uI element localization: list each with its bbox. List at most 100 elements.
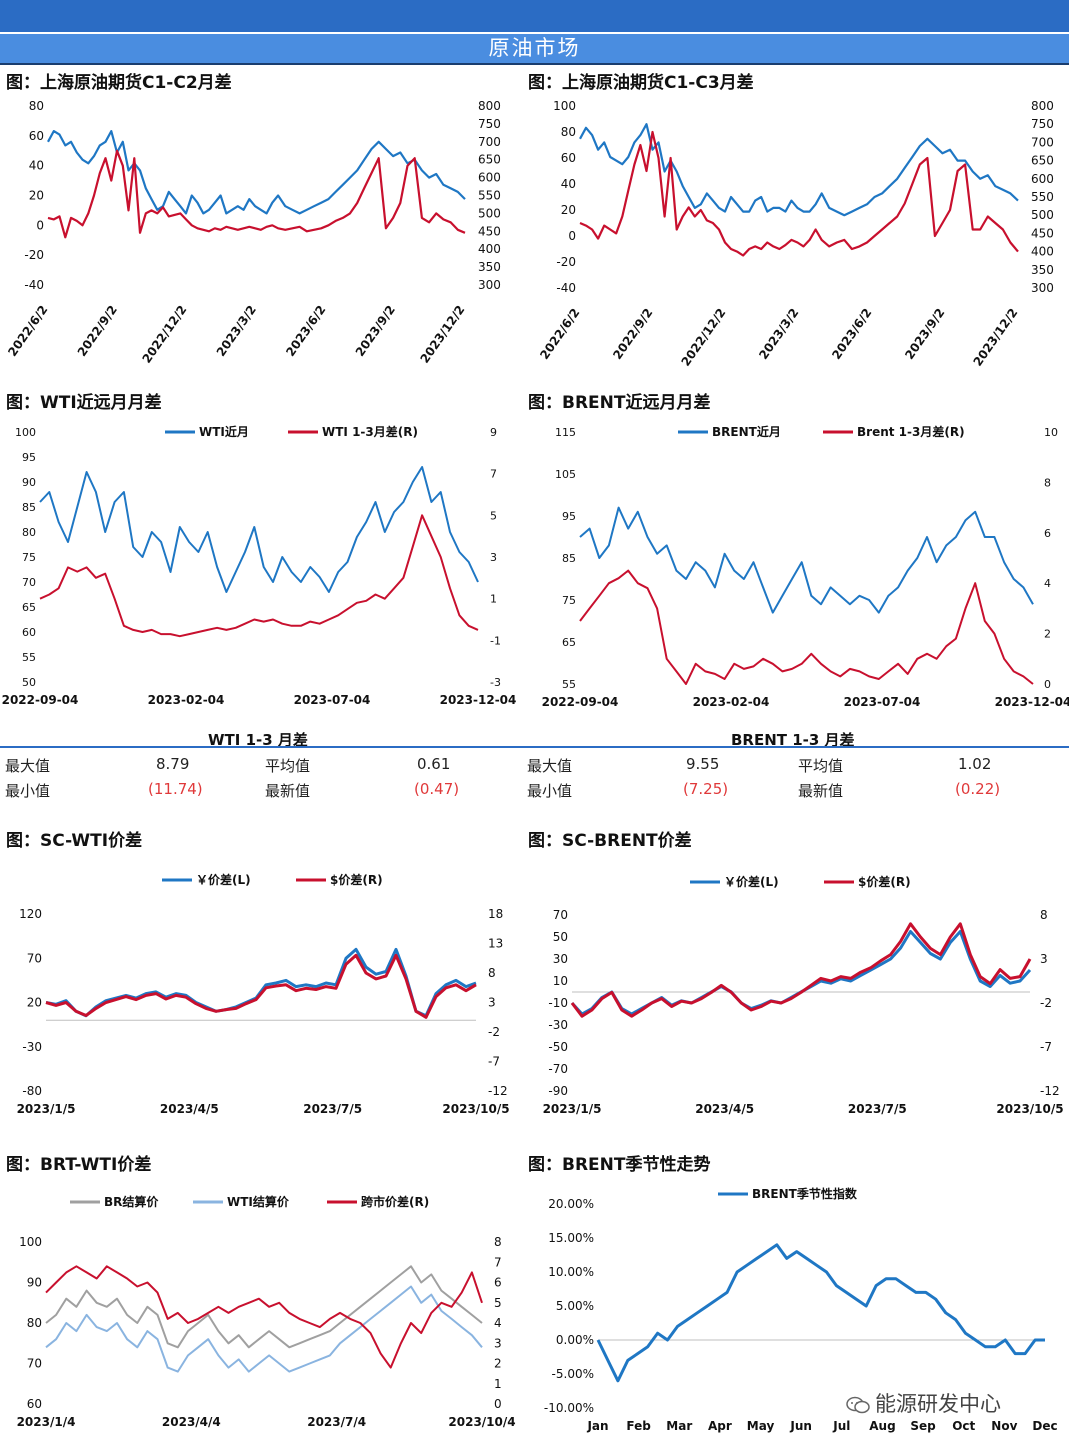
y-tick-left: -80 xyxy=(22,1084,42,1098)
y-tick-left: 40 xyxy=(29,159,44,173)
panel-title-sc-brent: 图：SC-BRENT价差 xyxy=(528,831,692,851)
y-tick-right: 500 xyxy=(478,206,501,220)
x-tick: 2022/6/2 xyxy=(5,303,50,359)
y-tick-right: 700 xyxy=(1031,135,1054,149)
y-tick-right: -2 xyxy=(488,1025,500,1039)
y-tick-right: -7 xyxy=(488,1055,500,1069)
series-line-2 xyxy=(579,569,1034,685)
y-tick-right: 5 xyxy=(494,1296,502,1310)
y-tick-right: 7 xyxy=(494,1255,502,1269)
wti-max-value: 8.79 xyxy=(156,755,190,773)
y-tick-left: -50 xyxy=(548,1040,568,1054)
y-tick-right: 300 xyxy=(1031,281,1054,295)
y-tick-left: -10 xyxy=(548,996,568,1010)
y-tick-right: -2 xyxy=(1040,996,1052,1010)
x-tick: 2023-12-04 xyxy=(995,695,1069,709)
chart-sc-c1c2: 80 60 40 20 0 -20 -40 800 750 700 650 600 550 500 450 4… xyxy=(5,99,501,366)
chart-brent-spread: 115 105 95 85 75 65 55 10 8 6 4 2 0 2022-09-04 2023-02… xyxy=(542,424,1069,709)
x-tick: May xyxy=(747,1419,775,1433)
y-tick-left: 20 xyxy=(27,996,42,1010)
chart-sc-brent: 70 50 30 10 -10 -30 -50 -70 -90 8 3 -2 -7 -12 2023/1/5… xyxy=(543,874,1064,1116)
y-tick-left: 0 xyxy=(568,229,576,243)
y-tick-left: 90 xyxy=(22,476,36,489)
x-tick: 2023/9/2 xyxy=(353,303,398,359)
series-line-1 xyxy=(579,506,1034,614)
y-tick-right: 10 xyxy=(1044,426,1058,439)
x-tick: Feb xyxy=(626,1419,651,1433)
x-tick: 2022/9/2 xyxy=(610,306,655,362)
y-tick-left: 20 xyxy=(29,189,44,203)
y-tick-right: 2 xyxy=(1044,628,1051,641)
x-tick: 2023/1/4 xyxy=(17,1415,76,1429)
brent-latest-label: 最新值 xyxy=(798,782,844,800)
x-tick: 2022/6/2 xyxy=(537,306,582,362)
y-tick-left: 60 xyxy=(561,151,576,165)
y-tick-right: 400 xyxy=(478,242,501,256)
y-tick-left: 65 xyxy=(562,636,576,649)
y-tick-right: 1 xyxy=(490,593,497,606)
y-tick-left: -5.00% xyxy=(552,1367,594,1381)
series-line-2 xyxy=(47,149,466,239)
y-tick-left: 10.00% xyxy=(548,1265,594,1279)
y-tick-right: 400 xyxy=(1031,245,1054,259)
legend-label: BRENT季节性指数 xyxy=(752,1186,858,1201)
legend-label: WTI 1-3月差(R) xyxy=(322,424,418,439)
x-tick: 2022/12/2 xyxy=(678,306,728,369)
legend-label: ￥价差(L) xyxy=(724,874,779,889)
y-tick-right: -3 xyxy=(490,676,501,689)
x-tick: Oct xyxy=(952,1419,975,1433)
panel-title-brt-wti: 图：BRT-WTI价差 xyxy=(6,1155,152,1175)
y-tick-right: 750 xyxy=(1031,117,1054,131)
y-tick-right: 350 xyxy=(1031,263,1054,277)
y-tick-left: 60 xyxy=(27,1397,42,1411)
x-tick: 2023/12/2 xyxy=(417,303,467,366)
x-tick: Jan xyxy=(586,1419,608,1433)
y-tick-right: 350 xyxy=(478,260,501,274)
chart-brt-wti: 100 90 80 70 60 8 7 6 5 4 3 2 1 0 2023/1/4 2023/4/4 2023… xyxy=(17,1194,516,1429)
x-tick: 2023/7/5 xyxy=(848,1102,907,1116)
watermark: 能源研发中心 xyxy=(845,1388,1001,1418)
wechat-icon xyxy=(846,1396,870,1414)
y-tick-right: 700 xyxy=(478,135,501,149)
y-tick-left: 30 xyxy=(553,952,568,966)
y-tick-left: 80 xyxy=(27,1316,42,1330)
y-tick-right: 800 xyxy=(1031,99,1054,113)
y-tick-left: -20 xyxy=(556,255,576,269)
legend-label: Brent 1-3月差(R) xyxy=(857,424,965,439)
y-tick-left: 70 xyxy=(553,908,568,922)
x-tick: 2023-02-04 xyxy=(693,695,770,709)
x-tick: Sep xyxy=(910,1419,936,1433)
x-tick: 2023/10/4 xyxy=(448,1415,515,1429)
series-line-2 xyxy=(39,514,479,638)
brent-max-value: 9.55 xyxy=(686,755,720,773)
y-tick-right: 800 xyxy=(478,99,501,113)
y-tick-right: 450 xyxy=(478,224,501,238)
x-tick: 2023/4/4 xyxy=(162,1415,221,1429)
y-tick-right: 5 xyxy=(490,509,497,522)
x-tick: Nov xyxy=(991,1419,1017,1433)
series-line-2 xyxy=(45,953,477,1019)
y-tick-left: 100 xyxy=(15,426,36,439)
x-tick: 2023/10/5 xyxy=(442,1102,509,1116)
brent-avg-label: 平均值 xyxy=(798,757,844,775)
x-tick: Dec xyxy=(1032,1419,1057,1433)
y-tick-left: 85 xyxy=(22,501,36,514)
legend-label: WTI近月 xyxy=(199,424,249,439)
y-tick-left: 75 xyxy=(562,594,576,607)
x-tick: 2023/12/2 xyxy=(970,306,1020,369)
y-tick-left: 70 xyxy=(27,1357,42,1371)
y-tick-right: 600 xyxy=(478,171,501,185)
stats-divider xyxy=(0,746,1069,748)
y-tick-left: -30 xyxy=(548,1018,568,1032)
legend-label: BRENT近月 xyxy=(712,424,781,439)
series-line-3 xyxy=(45,1265,483,1369)
legend-label: $价差(R) xyxy=(330,872,383,887)
y-tick-left: -40 xyxy=(556,281,576,295)
x-tick: 2022-09-04 xyxy=(2,693,79,707)
series-line-1 xyxy=(45,947,477,1018)
y-tick-right: 300 xyxy=(478,278,501,292)
y-tick-right: 500 xyxy=(1031,208,1054,222)
y-tick-right: 6 xyxy=(494,1276,502,1290)
y-tick-right: 0 xyxy=(494,1397,502,1411)
y-tick-left: 80 xyxy=(29,99,44,113)
